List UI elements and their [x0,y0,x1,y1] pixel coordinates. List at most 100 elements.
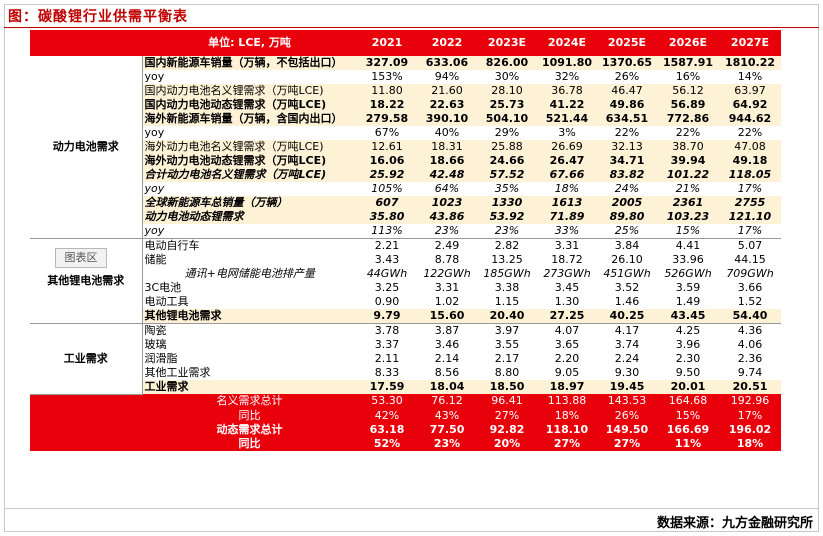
table-row: yoy 67% 40% 29% 3% 22% 22% 22% [30,126,781,140]
cell-value: 3.87 [434,324,460,337]
cell-value: 9.74 [737,366,763,379]
table-row: 工业需求 17.59 18.04 18.50 18.97 19.45 20.01 20.51 [30,380,781,394]
cell-value: 634.51 [597,112,657,126]
total-label: 名义需求总计 [142,394,357,409]
cell-value: 11.80 [357,84,417,98]
cell-value: 44GWh [366,267,408,280]
cell-value: 21% [675,182,701,195]
cell-value: 526GWh [664,267,712,280]
cell-value: 2.36 [737,352,763,365]
total-value: 18% [719,436,781,451]
cell-value: 2.30 [675,352,701,365]
cell-value: 8.56 [434,366,460,379]
cell-value: 3.55 [494,338,520,351]
cell-value: 64% [434,182,460,195]
cell-value: 3.52 [614,281,640,294]
cell-value: 24.66 [477,154,537,168]
figure-frame [4,4,819,532]
cell-value: 83.82 [597,168,657,182]
supply-demand-table: 单位: LCE, 万吨 2021 2022 2023E 2024E 2025E … [30,30,781,451]
total-value: 27% [477,408,537,423]
cell-value: 41.22 [537,98,597,112]
header-unit: 单位: LCE, 万吨 [142,30,357,56]
cell-value: 2.20 [554,352,580,365]
cell-value: 26.10 [611,253,643,266]
row-label: yoy [144,70,165,83]
cell-value: 56.89 [657,98,719,112]
cell-value: 54.40 [719,309,781,324]
cell-value: 3.46 [434,338,460,351]
header-year: 2025E [597,30,657,56]
cell-value: 2.21 [374,239,400,252]
total-row: 同比 52% 23% 20% 27% 27% 11% 18% [30,436,781,451]
cell-value: 44.15 [734,253,766,266]
cell-value: 8.80 [494,366,520,379]
cell-value: 25% [597,224,657,239]
cell-value: 18.04 [417,380,477,394]
table-row: 通讯+电网储能电池排产量 44GWh 122GWh 185GWh 273GWh 451GW… [30,267,781,281]
cell-value: 18.22 [357,98,417,112]
row-label: 电动工具 [144,295,189,308]
cell-value: 2.82 [494,239,520,252]
row-label: 陶瓷 [144,324,167,337]
table-row: 国内动力电池名义锂需求（万吨LCE) 11.80 21.60 28.10 36.78 46… [30,84,781,98]
table-row: 电动工具 0.90 1.02 1.15 1.30 1.46 1.49 1.52 [30,295,781,309]
cell-value: 4.36 [737,324,763,337]
cell-value: 4.25 [675,324,701,337]
cell-value: 43.86 [417,210,477,224]
table-row: 全球新能源车总销量（万辆） 607 1023 1330 1613 2005 2361 2755 [30,196,781,210]
cell-value: 772.86 [657,112,719,126]
cell-value: 53.92 [477,210,537,224]
table-row: 其他锂电池需求 电动自行车 2.21 2.49 2.82 3.31 3.84 4.41 5.07 [30,238,781,324]
cell-value: 49.86 [597,98,657,112]
cell-value: 47.08 [719,140,781,154]
cell-value: 1.52 [737,295,763,308]
total-label: 动态需求总计 [142,422,357,437]
row-label: yoy [144,126,165,139]
cell-value: 20.51 [719,380,781,394]
cell-value: 4.07 [554,324,580,337]
row-label: 润滑脂 [144,352,178,365]
cell-value: 63.97 [719,84,781,98]
cell-value: 35.80 [357,210,417,224]
cell-value: 23% [477,224,537,239]
row-label: 合计动力电池名义锂需求（万吨LCE) [142,168,357,182]
cell-value: 13.25 [491,253,523,266]
total-value: 149.50 [597,422,657,437]
data-source: 数据来源：九方金融研究所 [656,516,813,531]
cell-value: 18.31 [417,140,477,154]
table-row: 储能 3.43 8.78 13.25 18.72 26.10 33.96 44.15 [30,253,781,267]
cell-value: 3.78 [374,324,400,337]
cell-value: 28.10 [477,84,537,98]
total-value: 77.50 [417,422,477,437]
cell-value: 19.45 [597,380,657,394]
total-value: 113.88 [537,394,597,409]
total-value: 52% [357,436,417,451]
table-row: 海外动力电池动态锂需求（万吨LCE) 16.06 18.66 24.66 26.47 34… [30,154,781,168]
total-value: 17% [719,408,781,423]
cell-value: 46.47 [597,84,657,98]
row-label: 国内新能源车销量（万辆，不包括出口） [142,56,357,70]
row-label: 其他工业需求 [144,366,211,379]
cell-value: 1.49 [675,295,701,308]
row-label: 全球新能源车总销量（万辆） [142,196,357,210]
cell-value: 2.14 [434,352,460,365]
total-label: 同比 [142,436,357,451]
row-label: 国内动力电池名义锂需求（万吨LCE) [142,84,357,98]
cell-value: 89.80 [597,210,657,224]
cell-value: 16% [675,70,701,83]
header-year: 2024E [537,30,597,56]
cell-value: 3.31 [434,281,460,294]
cell-value: 25.92 [357,168,417,182]
row-label: 其他锂电池需求 [142,309,357,324]
cell-value: 3% [558,126,576,139]
cell-value: 1613 [537,196,597,210]
cell-value: 122GWh [423,267,471,280]
cell-value: 20.01 [657,380,719,394]
cell-value: 24% [614,182,640,195]
chart-area-tag: 图表区 [55,248,107,268]
row-label: 电动自行车 [144,239,200,252]
cell-value: 709GWh [726,267,774,280]
cell-value: 327.09 [357,56,417,70]
cell-value: 1370.65 [597,56,657,70]
